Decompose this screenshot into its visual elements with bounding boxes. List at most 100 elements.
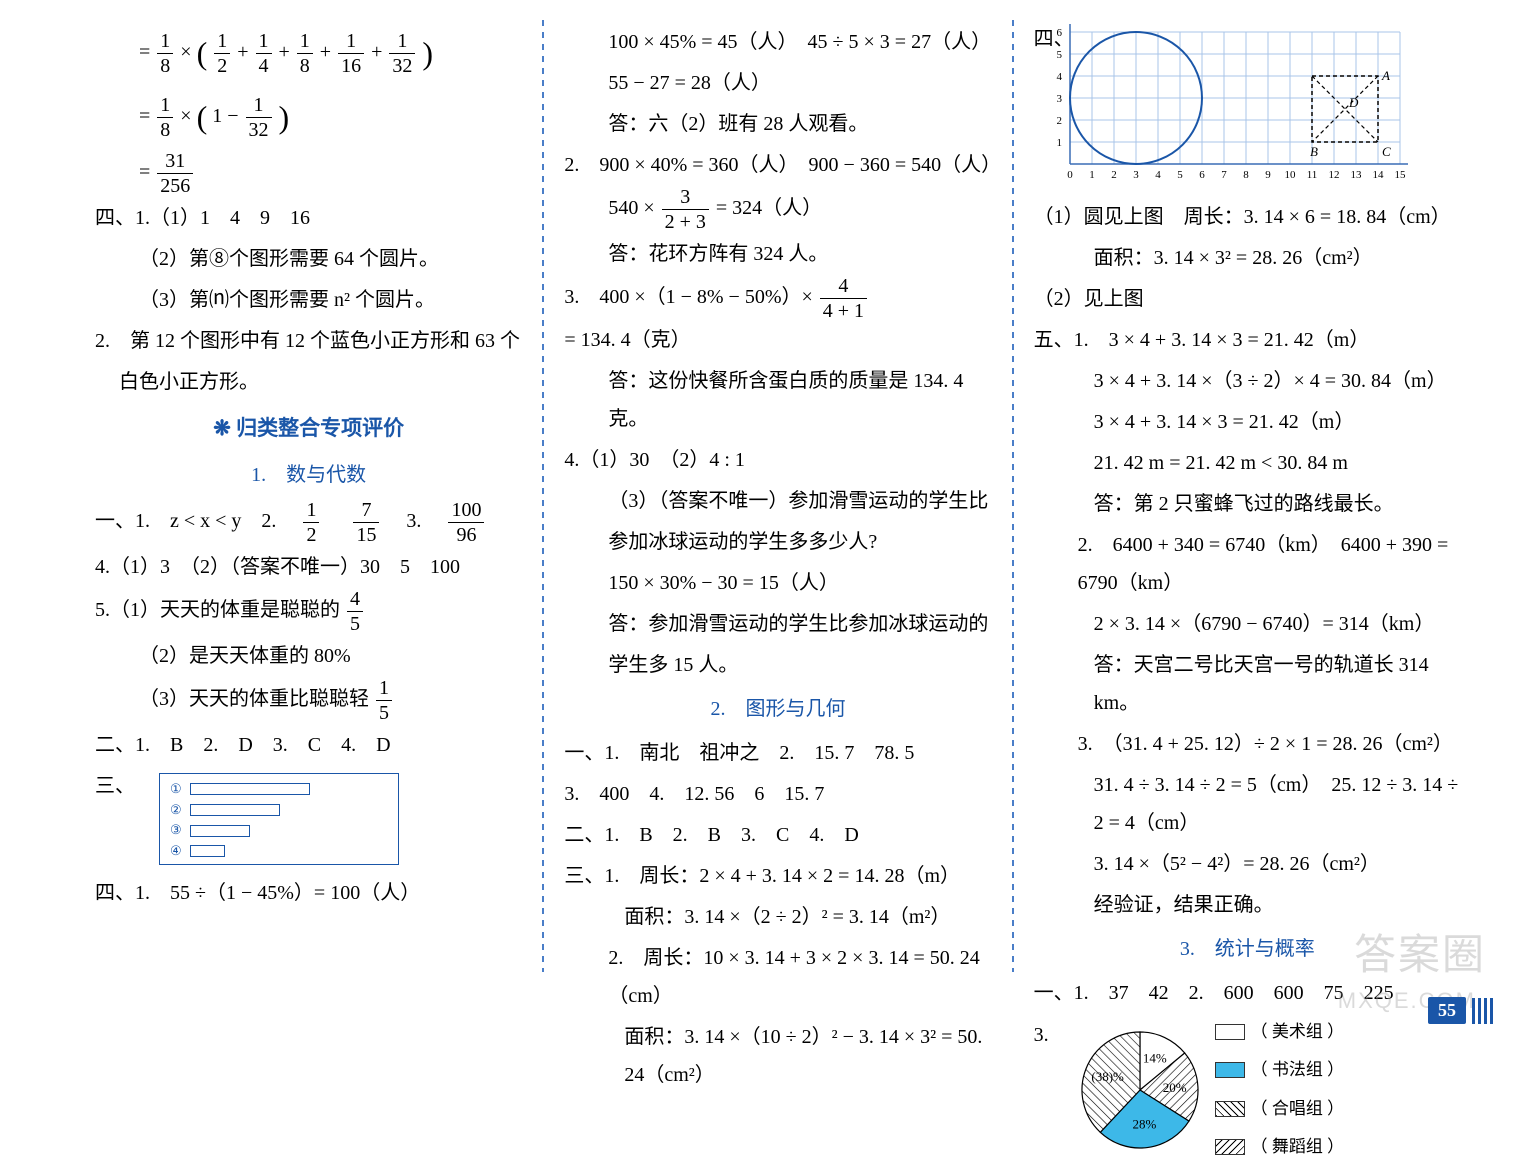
c2-l1: 100 × 45% = 45（人） 45 ÷ 5 × 3 = 27（人） [564, 23, 991, 61]
grid-region: 四、 0123456789101112131415654321ABCD [1034, 20, 1461, 195]
c2-g2: 3. 400 4. 12. 56 6 15. 7 [564, 775, 991, 813]
svg-text:10: 10 [1284, 169, 1296, 181]
c3-w10: 31. 4 ÷ 3. 14 ÷ 2 = 5（cm） 25. 12 ÷ 3. 14… [1034, 766, 1461, 842]
c2-l5-post: = 324（人） [716, 197, 822, 219]
c2-l3: 答：六（2）班有 28 人观看。 [564, 105, 991, 143]
frac-1-2: 12 [214, 31, 230, 76]
c2-g4: 三、1. 周长：2 × 4 + 3. 14 × 2 = 14. 28（m） [564, 857, 991, 895]
san-row: 三、 ①②③④ [95, 767, 522, 871]
c2-l6: 答：花环方阵有 324 人。 [564, 235, 991, 273]
frac-4-5: 45 [347, 589, 363, 634]
divider-2 [1012, 20, 1014, 972]
column-2: 100 × 45% = 45（人） 45 ÷ 5 × 3 = 27（人） 55 … [549, 20, 1006, 972]
svg-text:5: 5 [1177, 169, 1183, 181]
divider-1 [542, 20, 544, 972]
svg-text:15: 15 [1394, 169, 1406, 181]
si-4: 2. 第 12 个图形中有 12 个蓝色小正方形和 63 个 [95, 322, 522, 360]
section-title: ❋ 归类整合专项评价 [95, 409, 522, 449]
c3-w2: 3 × 4 + 3. 14 ×（3 ÷ 2）× 4 = 30. 84（m） [1034, 362, 1461, 400]
c3-w1: 五、1. 3 × 4 + 3. 14 × 3 = 21. 42（m） [1034, 321, 1461, 359]
svg-text:14%: 14% [1143, 1050, 1167, 1065]
c3-w12: 经验证，结果正确。 [1034, 886, 1461, 924]
svg-text:4: 4 [1056, 71, 1062, 83]
frac-3-23: 32 + 3 [662, 187, 709, 232]
c2-l12: 150 × 30% − 30 = 15（人） [564, 564, 991, 602]
svg-text:(38)%: (38)% [1091, 1069, 1124, 1084]
eq-1a: = 18 × ( 12 + 14 + 18 + 116 + 132 ) [95, 23, 522, 84]
c3-w5: 答：第 2 只蜜蜂飞过的路线最长。 [1034, 485, 1461, 523]
frac-4-41: 44 + 1 [820, 276, 867, 321]
svg-text:6: 6 [1056, 27, 1062, 39]
svg-text:C: C [1382, 144, 1391, 159]
c2-l4: 2. 900 × 40% = 360（人） 900 − 360 = 540（人） [564, 146, 991, 184]
c3-w6: 2. 6400 + 340 = 6740（km） 6400 + 390 = 67… [1034, 526, 1461, 602]
c2-l2: 55 − 27 = 28（人） [564, 64, 991, 102]
c2-l7-pre: 3. 400 ×（1 − 8% − 50%）× [564, 286, 817, 308]
frac-1-32b: 132 [246, 95, 272, 140]
c2-l11: 参加冰球运动的学生多多少人? [564, 523, 991, 561]
paren-close: ) [279, 99, 290, 135]
svg-text:6: 6 [1199, 169, 1205, 181]
c2-l14: 学生多 15 人。 [564, 646, 991, 684]
plus: + [371, 41, 387, 63]
sub-title-2: 2. 图形与几何 [564, 690, 991, 728]
plus: + [279, 41, 295, 63]
svg-text:5: 5 [1056, 49, 1062, 61]
c2-l13: 答：参加滑雪运动的学生比参加冰球运动的 [564, 605, 991, 643]
eq-1b: = 18 × ( 1 − 132 ) [95, 87, 522, 148]
eq1a-mid: × [180, 41, 196, 63]
sub-title-1: 1. 数与代数 [95, 456, 522, 494]
c2-l10: （3）（答案不唯一）参加滑雪运动的学生比 [564, 482, 991, 520]
c3-w3: 3 × 4 + 3. 14 × 3 = 21. 42（m） [1034, 403, 1461, 441]
svg-text:4: 4 [1155, 169, 1161, 181]
si-5: 白色小正方形。 [95, 363, 522, 401]
c3-w7: 2 × 3. 14 ×（6790 − 6740）= 314（km） [1034, 605, 1461, 643]
frac-1-4: 14 [256, 31, 272, 76]
svg-text:9: 9 [1265, 169, 1271, 181]
bar-chart: ①②③④ [159, 773, 399, 865]
si-b: 四、1. 55 ÷（1 − 45%）= 100（人） [95, 874, 522, 912]
watermark-top: 答案圈 [1354, 921, 1486, 982]
column-1: = 18 × ( 12 + 14 + 18 + 116 + 132 ) = 18… [80, 20, 537, 972]
svg-text:2: 2 [1111, 169, 1117, 181]
frac-1-2b: 12 [303, 500, 319, 545]
y4: 4.（1）3 （2）（答案不唯一）30 5 100 [95, 548, 522, 586]
er-line: 二、1. B 2. D 3. C 4. D [95, 726, 522, 764]
c2-l7: 3. 400 ×（1 − 8% − 50%）× 44 + 1 = 134. 4（… [564, 276, 991, 359]
svg-text:D: D [1348, 95, 1359, 110]
y1-post: 3. [386, 511, 441, 533]
c2-l9: 4.（1）30 （2）4 : 1 [564, 441, 991, 479]
svg-text:0: 0 [1067, 169, 1073, 181]
c2-l7-post: = 134. 4（克） [564, 329, 690, 351]
frac-1-32: 132 [389, 31, 415, 76]
svg-text:13: 13 [1350, 169, 1362, 181]
y5-1: 5.（1）天天的体重是聪聪的 45 [95, 589, 522, 634]
c2-l5-pre: 540 × [608, 197, 659, 219]
eq1b-mid: × [180, 105, 196, 127]
column-3: 四、 0123456789101112131415654321ABCD （1）圆… [1019, 20, 1476, 972]
c3-r1: （1）圆见上图 周长：3. 14 × 6 = 18. 84（cm） [1034, 198, 1461, 236]
c3-r2: 面积：3. 14 × 3² = 28. 26（cm²） [1034, 239, 1461, 277]
svg-text:20%: 20% [1162, 1079, 1186, 1094]
si-1: 四、1.（1）1 4 9 16 [95, 199, 522, 237]
c2-g5: 面积：3. 14 ×（2 ÷ 2）² = 3. 14（m²） [564, 898, 991, 936]
t3-label: 3. [1034, 1016, 1049, 1054]
svg-text:3: 3 [1133, 169, 1139, 181]
pie-chart: 14%20%28%(38)% [1075, 1025, 1205, 1155]
svg-text:1: 1 [1056, 137, 1062, 149]
c3-w8: 答：天宫二号比天宫一号的轨道长 314 km。 [1034, 646, 1461, 722]
c2-l8: 答：这份快餐所含蛋白质的质量是 134. 4 克。 [564, 362, 991, 438]
c2-g7: 面积：3. 14 ×（10 ÷ 2）² − 3. 14 × 3² = 50. 2… [564, 1018, 991, 1094]
pie-legend: （ 美术组 ）（ 书法组 ）（ 合唱组 ）（ 舞蹈组 ） [1215, 1016, 1345, 1163]
c2-g6: 2. 周长：10 × 3. 14 + 3 × 2 × 3. 14 = 50. 2… [564, 939, 991, 1015]
c2-g3: 二、1. B 2. B 3. C 4. D [564, 816, 991, 854]
one-minus: 1 − [212, 105, 243, 127]
paren-close: ) [422, 35, 433, 71]
y1-mid [326, 511, 346, 533]
eq1c-pre: = [139, 161, 155, 183]
svg-text:12: 12 [1328, 169, 1339, 181]
frac-7-15: 715 [353, 500, 379, 545]
svg-text:3: 3 [1056, 93, 1062, 105]
frac-31-256: 31256 [157, 151, 193, 196]
y1: 一、1. z < x < y 2. 12 715 3. 10096 [95, 500, 522, 545]
